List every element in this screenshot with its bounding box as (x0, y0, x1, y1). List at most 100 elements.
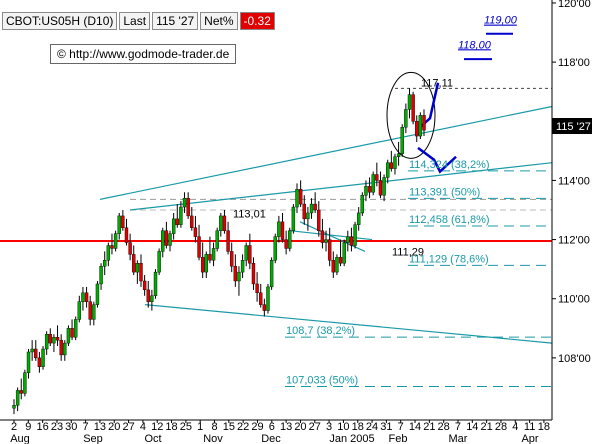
y-tick-label: 108'00 (558, 353, 591, 365)
candle-body (364, 186, 368, 196)
candle-body (273, 236, 277, 261)
candle-body (277, 221, 281, 237)
candle-body (298, 189, 303, 205)
x-month-label: Sep (83, 433, 103, 444)
fib-level-label: 108,7 (38,2%) (286, 325, 355, 337)
candle-body (400, 126, 404, 155)
trend-channel-line (129, 162, 553, 211)
candle-body (128, 242, 132, 255)
candle-body (404, 109, 408, 128)
x-day-label: 14 (409, 421, 421, 433)
candle-body (142, 280, 147, 291)
x-day-label: 31 (380, 421, 392, 433)
x-day-label: 13 (280, 421, 292, 433)
candle-body (30, 348, 34, 353)
x-day-label: 8 (211, 421, 217, 433)
candle-body (193, 227, 198, 237)
candle-body (378, 180, 383, 196)
fib-level-label: 111,129 (78,6%) (409, 253, 489, 265)
candle-body (92, 304, 96, 320)
candle-body (262, 304, 267, 311)
x-day-label: 29 (251, 421, 263, 433)
x-day-label: 25 (180, 421, 192, 433)
annotation-label: 113,01 (233, 209, 266, 221)
x-day-label: 28 (495, 421, 507, 433)
chart-labels: 114,324 (38,2%) 113,391 (50%) 112,458 (61,… (233, 15, 518, 387)
candle-body (164, 230, 169, 246)
candle-body (135, 263, 140, 273)
candle-body (110, 245, 114, 249)
candle-body (117, 215, 121, 234)
x-day-label: 18 (538, 421, 550, 433)
candle-body (95, 283, 100, 305)
x-day-label: 21 (481, 421, 493, 433)
candle-body (324, 239, 328, 243)
candle-body (19, 390, 23, 394)
candle-body (269, 260, 274, 288)
x-month-label: Mar (449, 433, 468, 444)
x-day-label: 22 (237, 421, 249, 433)
candle-body (175, 218, 179, 225)
candle-body (153, 271, 158, 296)
x-day-label: 23 (51, 421, 63, 433)
candle-body (237, 271, 241, 282)
candle-body (396, 153, 401, 157)
candle-body (26, 351, 31, 373)
candle-body (37, 357, 42, 367)
x-day-label: 7 (83, 421, 89, 433)
fib-level-label: 114,324 (38,2%) (409, 159, 490, 171)
candle-body (186, 197, 190, 217)
candle-body (73, 319, 78, 338)
candle-body (150, 295, 154, 302)
x-day-label: 14 (466, 421, 478, 433)
annotation-label: 111,29 (392, 247, 424, 259)
x-day-label: 9 (25, 421, 31, 433)
x-day-label: 4 (512, 421, 518, 433)
x-month-label: Nov (203, 433, 223, 444)
candle-body (59, 339, 63, 356)
target-label: 119,00 (484, 15, 518, 27)
candle-body (346, 236, 350, 243)
candle-body (266, 286, 270, 311)
candle-body (48, 334, 52, 344)
candle-body (288, 230, 292, 249)
current-price-box (552, 118, 592, 134)
candle-body (353, 224, 357, 246)
x-day-label: 2 (11, 421, 17, 433)
candle-body (375, 174, 379, 181)
fib-level-label: 107,033 (50%) (286, 374, 358, 386)
annotation-label: 117,11 (421, 77, 453, 89)
x-day-label: 16 (37, 421, 49, 433)
candle-body (244, 245, 248, 261)
candle-body (103, 260, 107, 267)
candle-body (41, 348, 45, 367)
candle-body (251, 263, 256, 285)
x-day-label: 20 (294, 421, 306, 433)
current-price-label: 115 '27 (556, 121, 591, 133)
candle-body (88, 301, 92, 320)
candle-body (204, 254, 209, 273)
candle-body (197, 236, 201, 258)
x-day-label: 18 (352, 421, 364, 433)
x-month-label: Dec (261, 433, 281, 444)
x-day-label: 27 (309, 421, 321, 433)
x-day-label: 30 (65, 421, 77, 433)
candle-body (63, 342, 67, 356)
candle-body (338, 257, 343, 264)
x-day-label: 12 (151, 421, 163, 433)
candle-body (309, 203, 314, 214)
candle-body (367, 186, 372, 193)
candle-body (233, 265, 238, 282)
candle-body (229, 251, 234, 267)
candle-body (81, 292, 85, 302)
candle-body (157, 251, 161, 273)
x-day-label: 24 (366, 421, 378, 433)
candle-body (132, 254, 136, 273)
candle-body (15, 390, 20, 406)
candle-body (335, 257, 339, 273)
candle-body (313, 203, 317, 211)
candle-body (407, 94, 412, 110)
y-tick-label: 112'00 (558, 235, 590, 247)
copyright-label: © http://www.godmode-trader.de (50, 44, 237, 64)
x-day-label: 7 (398, 421, 404, 433)
